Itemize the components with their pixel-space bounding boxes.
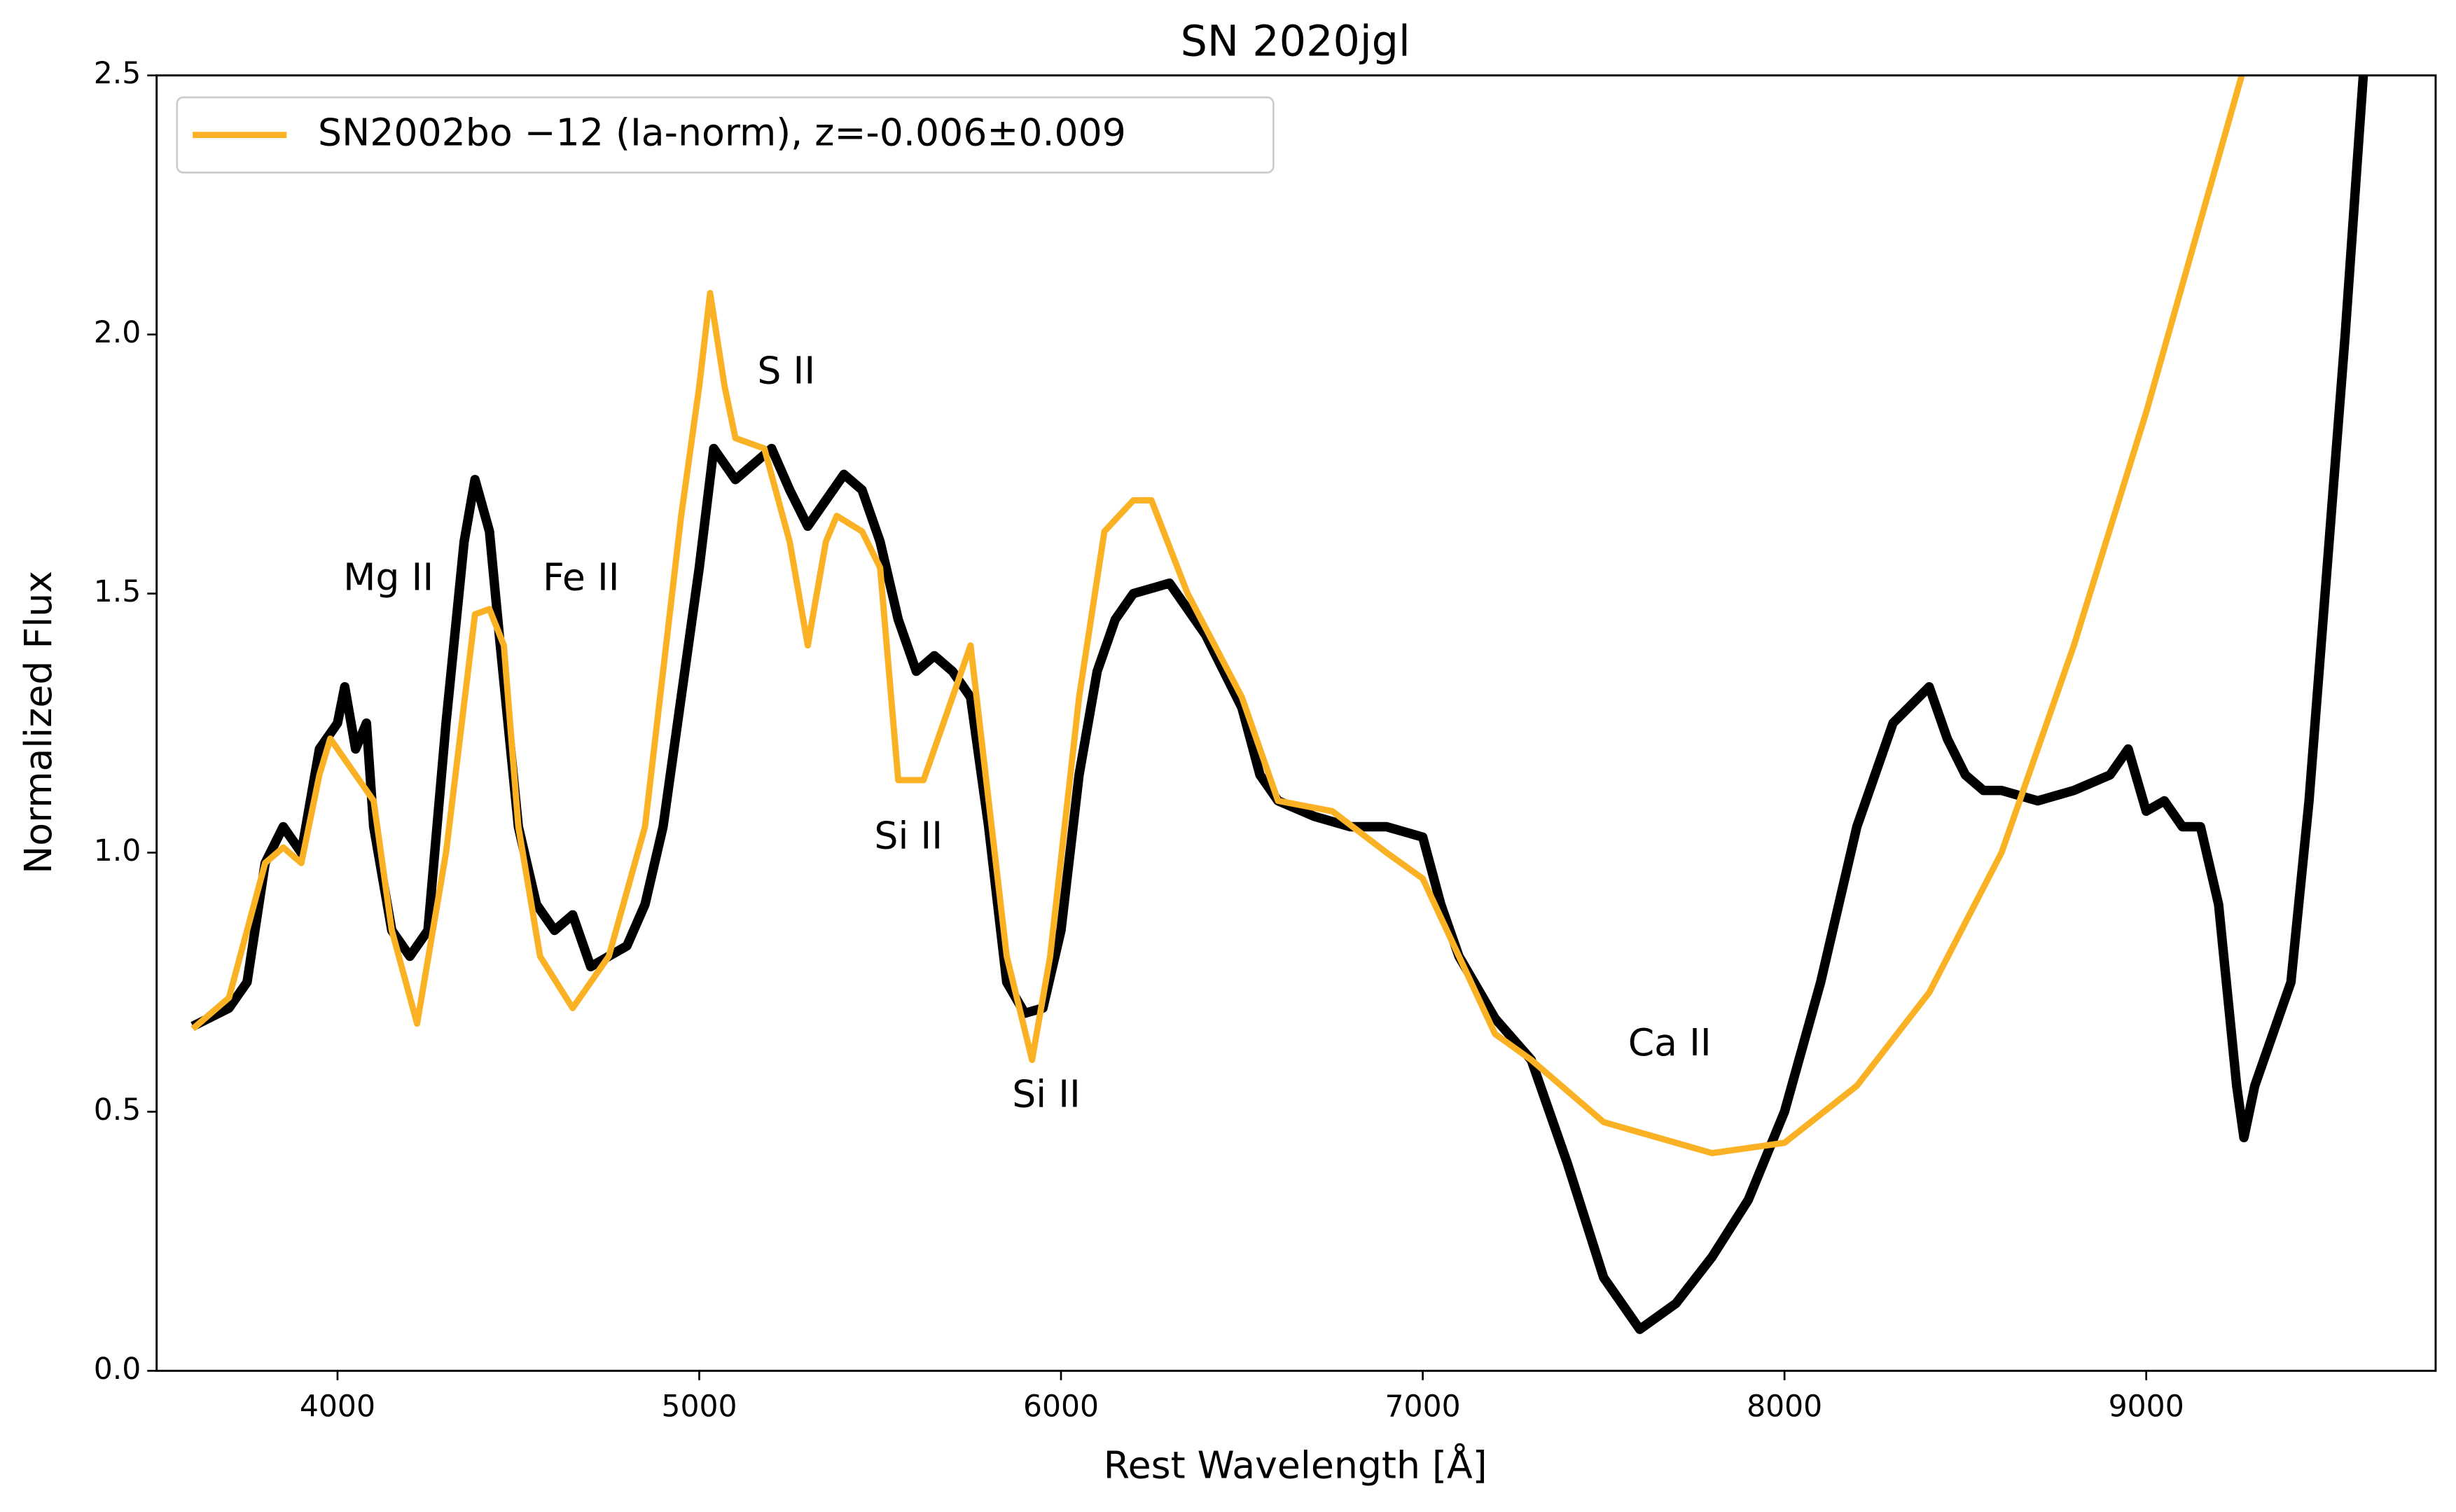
line-annotation: Si II [874,814,943,858]
x-tick-label: 5000 [661,1390,737,1424]
x-tick-label: 7000 [1385,1390,1461,1424]
spectrum-line [190,75,2245,1157]
legend-label: SN2002bo −12 (Ia-norm), z=-0.006±0.009 [318,110,1126,154]
x-tick-label: 4000 [300,1390,375,1424]
plot-lines [190,75,2368,1334]
y-axis-label: Normalized Flux [16,571,60,874]
y-tick-label: 1.0 [94,834,141,868]
y-tick-label: 2.0 [94,316,141,350]
x-tick-label: 8000 [1747,1390,1822,1424]
legend: SN2002bo −12 (Ia-norm), z=-0.006±0.009 [176,96,1275,174]
y-tick-label: 0.0 [94,1352,141,1387]
x-tick-label: 9000 [2109,1390,2184,1424]
y-tick-label: 0.5 [94,1093,141,1128]
line-annotation: Mg II [343,555,433,599]
line-annotation: Ca II [1628,1020,1712,1064]
line-annotation: Si II [1012,1072,1081,1116]
plot-frame [155,74,2437,1372]
line-annotation: S II [757,348,815,392]
legend-box [176,96,1275,174]
y-tick-label: 1.5 [94,575,141,609]
chart-title: SN 2020jgl [1181,18,1410,67]
spectrum-line [190,75,2368,1334]
y-tick-label: 2.5 [94,57,141,91]
line-annotation: Fe II [543,555,620,599]
x-axis-label: Rest Wavelength [Å] [1104,1443,1487,1487]
x-tick-label: 6000 [1023,1390,1099,1424]
